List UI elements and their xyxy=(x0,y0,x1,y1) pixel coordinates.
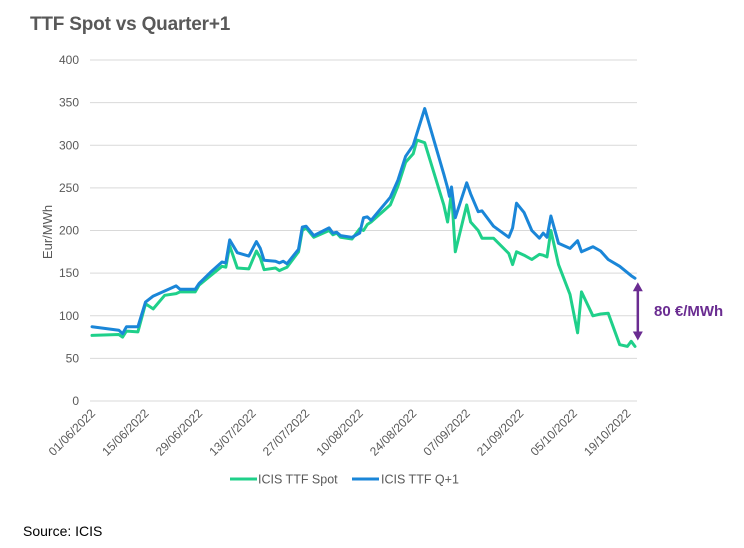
x-tick-label: 07/09/2022 xyxy=(420,406,473,459)
x-axis-ticks: 01/06/2022 15/06/2022 29/06/2022 13/07/2022… xyxy=(46,406,634,459)
y-tick-label: 50 xyxy=(66,351,80,365)
legend-label: ICIS TTF Q+1 xyxy=(381,473,459,487)
x-tick-label: 15/06/2022 xyxy=(99,406,152,459)
y-tick-label: 150 xyxy=(59,266,79,280)
gap-annotation: 80 €/MWh xyxy=(632,282,723,341)
y-tick-label: 250 xyxy=(59,181,79,195)
x-tick-label: 19/10/2022 xyxy=(581,406,634,459)
x-tick-label: 05/10/2022 xyxy=(528,406,581,459)
x-tick-label: 27/07/2022 xyxy=(260,406,313,459)
y-tick-label: 100 xyxy=(59,309,79,323)
series-lines xyxy=(90,107,637,348)
series-line-spot xyxy=(90,138,637,348)
x-tick-label: 24/08/2022 xyxy=(367,406,420,459)
y-tick-label: 200 xyxy=(59,224,79,238)
source-note: Source: ICIS xyxy=(23,523,103,539)
x-tick-label: 10/08/2022 xyxy=(313,406,366,459)
legend-item: ICIS TTF Q+1 xyxy=(352,473,459,487)
legend-label: ICIS TTF Spot xyxy=(258,473,338,487)
x-tick-label: 01/06/2022 xyxy=(46,406,99,459)
legend: ICIS TTF Spot ICIS TTF Q+1 xyxy=(230,473,459,487)
annotation-arrow-up-icon xyxy=(632,282,643,292)
y-tick-label: 0 xyxy=(72,394,79,408)
y-tick-label: 350 xyxy=(59,96,79,110)
annotation-arrow-down-icon xyxy=(632,331,643,341)
chart-title: TTF Spot vs Quarter+1 xyxy=(30,14,231,35)
y-tick-label: 300 xyxy=(59,138,79,152)
series-line-q1 xyxy=(90,107,637,336)
x-tick-label: 29/06/2022 xyxy=(153,406,206,459)
annotation-label: 80 €/MWh xyxy=(654,303,723,320)
y-axis-label: Eur/MWh xyxy=(40,205,55,259)
x-tick-label: 13/07/2022 xyxy=(206,406,259,459)
legend-item: ICIS TTF Spot xyxy=(230,473,338,487)
x-tick-label: 21/09/2022 xyxy=(474,406,527,459)
y-tick-label: 400 xyxy=(59,53,79,67)
y-axis-ticks: 0 50 100 150 200 250 300 350 400 xyxy=(59,53,79,408)
